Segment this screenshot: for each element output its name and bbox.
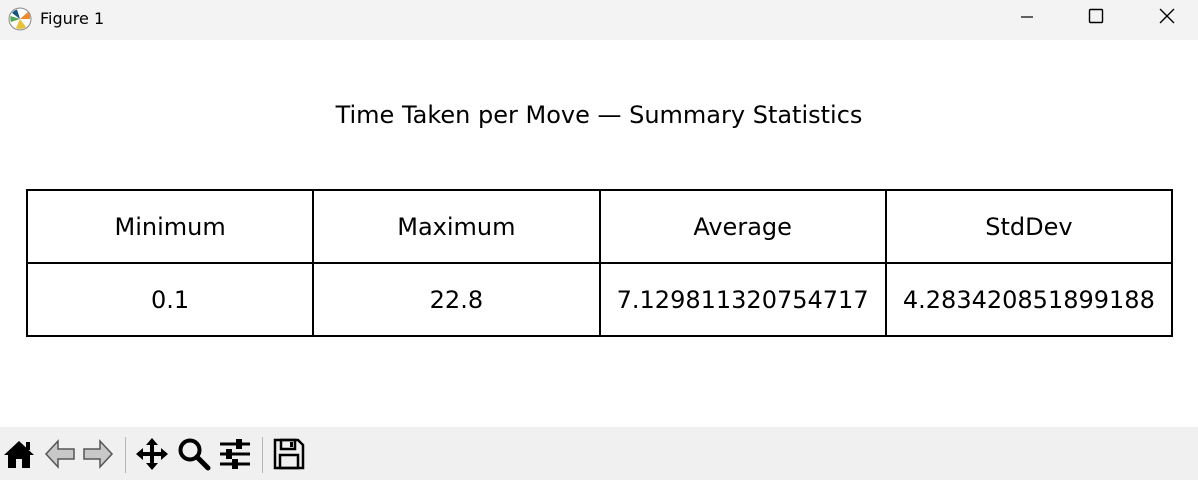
figure-canvas[interactable]: Time Taken per Move — Summary Statistics… — [0, 40, 1198, 427]
maximize-icon — [1088, 8, 1104, 28]
close-button[interactable] — [1144, 0, 1190, 36]
table-header-stddev: StdDev — [884, 189, 1174, 264]
minimize-button[interactable] — [1004, 0, 1050, 36]
zoom-button[interactable] — [175, 437, 213, 475]
minimize-icon — [1020, 9, 1034, 28]
figure-title: Time Taken per Move — Summary Statistics — [335, 101, 863, 129]
table-cell-stddev: 4.283420851899188 — [884, 262, 1174, 337]
matplotlib-logo-icon — [8, 7, 32, 31]
table-header-maximum: Maximum — [312, 189, 601, 264]
table-header-minimum: Minimum — [25, 189, 315, 264]
pan-button[interactable] — [133, 437, 171, 475]
table-cell-average: 7.129811320754717 — [598, 262, 887, 337]
summary-table: Minimum Maximum Average StdDev 0.1 22.8 … — [25, 189, 1174, 337]
table-row: 0.1 22.8 7.129811320754717 4.28342085189… — [25, 262, 1174, 337]
home-button[interactable] — [0, 437, 38, 475]
window-titlebar: Figure 1 — [0, 0, 1198, 40]
configure-subplots-icon — [218, 438, 252, 474]
toolbar-separator — [125, 437, 126, 473]
back-arrow-icon — [44, 439, 76, 473]
table-cell-maximum: 22.8 — [312, 262, 601, 337]
configure-subplots-button[interactable] — [216, 437, 254, 475]
window-title: Figure 1 — [40, 9, 105, 28]
save-icon — [273, 438, 305, 474]
save-button[interactable] — [270, 437, 308, 475]
table-header-row: Minimum Maximum Average StdDev — [25, 189, 1174, 264]
close-icon — [1159, 8, 1175, 28]
table-cell-minimum: 0.1 — [25, 262, 315, 337]
back-button[interactable] — [41, 437, 79, 475]
forward-button[interactable] — [79, 437, 117, 475]
toolbar-separator — [262, 437, 263, 473]
navigation-toolbar — [0, 427, 1198, 480]
home-icon — [2, 438, 36, 474]
pan-icon — [135, 437, 169, 475]
maximize-button[interactable] — [1073, 0, 1119, 36]
zoom-icon — [177, 437, 211, 475]
forward-arrow-icon — [82, 439, 114, 473]
table-header-average: Average — [598, 189, 887, 264]
